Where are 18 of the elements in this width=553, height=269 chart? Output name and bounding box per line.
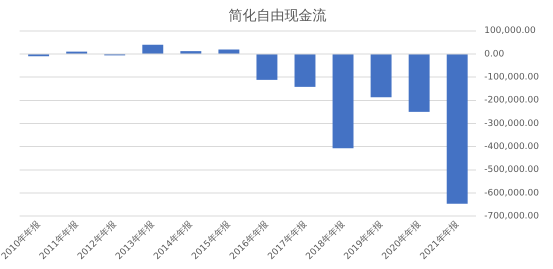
bar — [446, 54, 468, 204]
y-tick-label: -600,000.00 — [484, 188, 540, 198]
y-tick-label: -100,000.00 — [484, 72, 540, 82]
bar — [294, 54, 316, 87]
y-tick-label: -700,000.00 — [484, 211, 540, 222]
bar — [370, 54, 392, 98]
y-tick-label: -400,000.00 — [484, 142, 540, 152]
y-tick-label: -500,000.00 — [484, 165, 540, 176]
bar — [142, 44, 164, 54]
bar — [218, 50, 240, 54]
bar — [256, 54, 278, 80]
bar — [408, 54, 430, 112]
y-tick-label: 100,000.00 — [484, 26, 536, 36]
chart-title: 简化自由现金流 — [228, 8, 326, 24]
bar — [332, 54, 354, 148]
y-tick-label: 0.00 — [484, 49, 505, 60]
y-tick-label: -300,000.00 — [484, 118, 540, 129]
y-tick-label: -200,000.00 — [484, 96, 540, 106]
